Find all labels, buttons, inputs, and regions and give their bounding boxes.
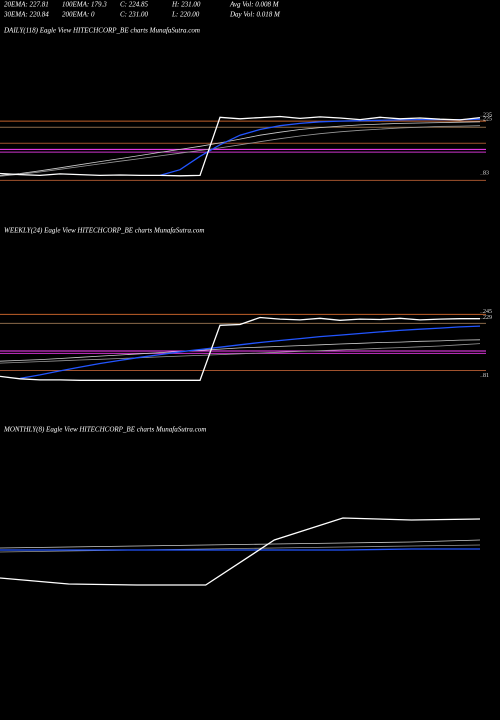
header-stat: 20EMA: 227.81 — [4, 1, 49, 9]
price-line — [0, 517, 481, 586]
panel-title: MONTHLY(8) Eagle View HITECHCORP_BE char… — [3, 426, 206, 434]
header-stat: H: 231.00 — [171, 1, 201, 9]
price-line — [0, 544, 481, 553]
header-stat: 100EMA: 179.3 — [62, 1, 107, 9]
price-line — [0, 115, 481, 177]
header-stat: L: 220.00 — [171, 11, 200, 19]
y-tick-label: 245 — [483, 309, 492, 315]
price-line — [19, 325, 481, 380]
price-line — [0, 339, 481, 362]
header-stat: C: 224.85 — [120, 1, 149, 9]
header-stat: 30EMA: 220.84 — [3, 11, 49, 19]
price-line — [0, 548, 480, 551]
header-stat: Day Vol: 0.018 M — [229, 11, 281, 19]
header-stat: Avg Vol: 0.008 M — [229, 1, 280, 9]
price-line — [159, 118, 481, 177]
y-tick-label: 81 — [483, 373, 489, 379]
price-line — [0, 343, 481, 364]
price-line — [0, 121, 481, 176]
y-tick-label: 229 — [483, 315, 492, 321]
panel-title: WEEKLY(24) Eagle View HITECHCORP_BE char… — [4, 227, 204, 235]
price-line — [0, 125, 481, 177]
y-tick-label: 83 — [483, 171, 489, 177]
y-tick-label: 235 — [483, 112, 492, 118]
header-stat: C: 231.00 — [120, 11, 149, 19]
price-line — [0, 316, 480, 381]
price-line — [0, 539, 481, 549]
header-stat: 200EMA: 0 — [62, 11, 95, 19]
panel-title: DAILY(118) Eagle View HITECHCORP_BE char… — [3, 27, 200, 35]
y-tick-label: 225 — [483, 116, 492, 122]
